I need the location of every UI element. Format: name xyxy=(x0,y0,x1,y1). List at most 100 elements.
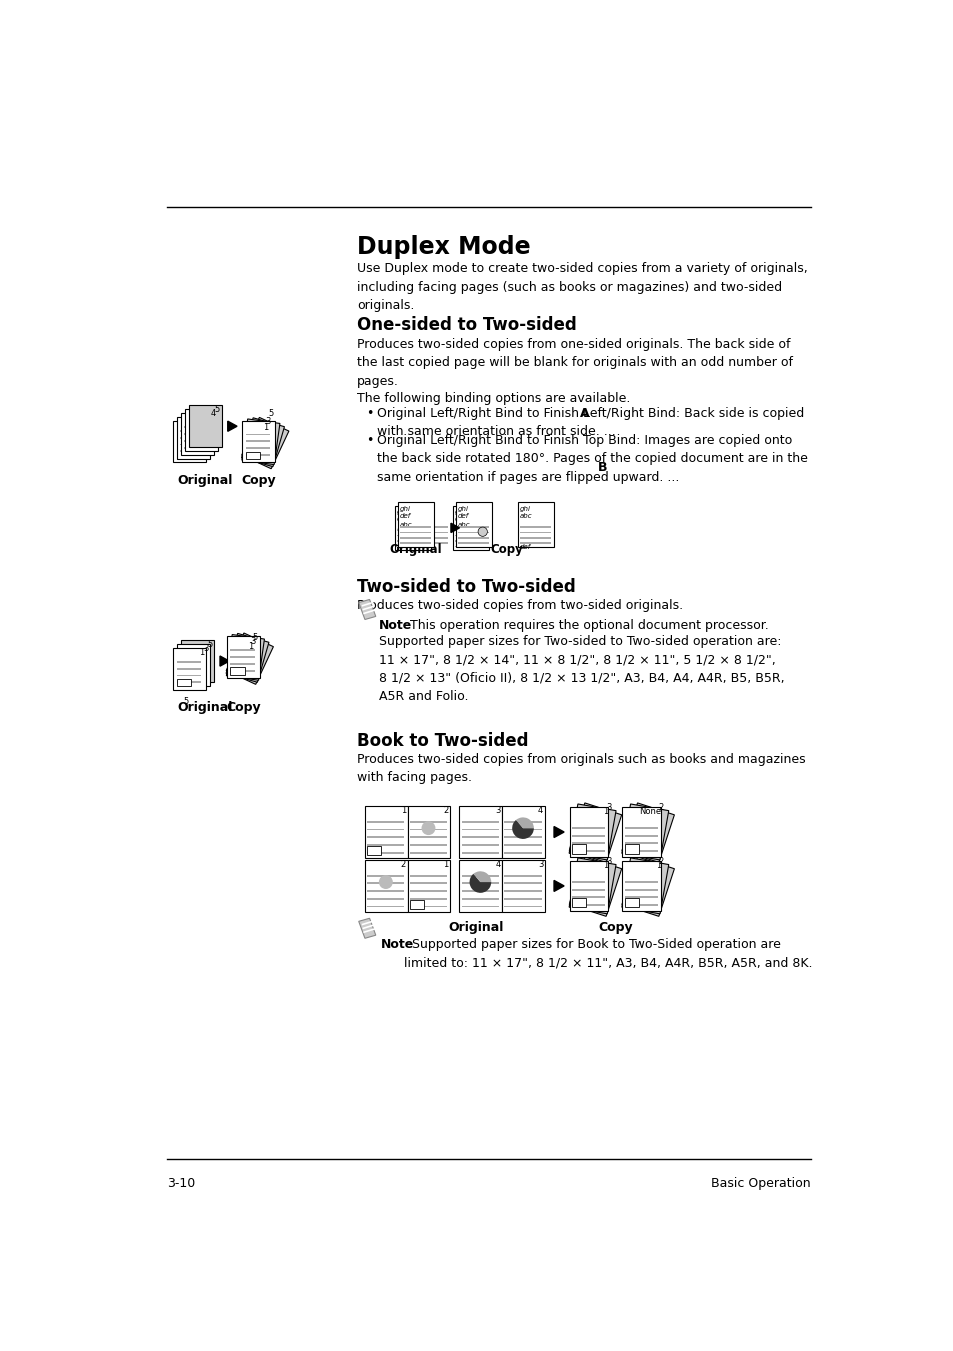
Bar xyxy=(230,648,254,651)
Text: 1: 1 xyxy=(602,808,608,816)
Polygon shape xyxy=(220,657,229,666)
Bar xyxy=(180,657,205,659)
Bar xyxy=(571,850,604,852)
Bar xyxy=(456,503,492,547)
Bar xyxy=(571,835,604,836)
Bar xyxy=(624,844,638,854)
Bar xyxy=(184,432,209,435)
Bar xyxy=(571,889,604,890)
Bar xyxy=(461,874,498,877)
Text: 5: 5 xyxy=(253,632,257,642)
Text: The following binding options are available.: The following binding options are availa… xyxy=(356,392,630,404)
Text: 2: 2 xyxy=(203,417,208,426)
Text: abc: abc xyxy=(399,523,412,528)
Bar xyxy=(176,674,201,677)
Bar xyxy=(410,851,447,854)
Bar xyxy=(230,663,254,665)
Bar xyxy=(461,821,498,823)
Wedge shape xyxy=(516,817,534,828)
Bar xyxy=(395,505,431,550)
Text: 2: 2 xyxy=(443,805,448,815)
Bar xyxy=(571,904,604,907)
Bar xyxy=(176,667,201,670)
Bar xyxy=(185,409,217,451)
Bar xyxy=(180,663,205,666)
Text: abc: abc xyxy=(455,526,467,531)
Bar xyxy=(504,844,541,846)
Bar xyxy=(461,851,498,854)
Text: 1: 1 xyxy=(263,423,269,432)
Bar xyxy=(365,859,407,912)
Bar xyxy=(180,670,205,673)
Bar xyxy=(410,874,447,877)
Bar xyxy=(621,802,674,862)
Bar xyxy=(504,836,541,838)
Bar xyxy=(367,828,404,831)
Bar xyxy=(177,644,210,686)
Bar xyxy=(624,843,658,844)
Text: abc: abc xyxy=(457,523,470,528)
Text: 5: 5 xyxy=(184,697,189,707)
Bar xyxy=(226,634,274,685)
Text: Produces two-sided copies from originals such as books and magazines
with facing: Produces two-sided copies from originals… xyxy=(356,753,805,784)
Text: B: B xyxy=(598,461,607,474)
Bar xyxy=(242,419,279,465)
Bar xyxy=(621,857,674,916)
Bar xyxy=(227,636,259,678)
Text: 4: 4 xyxy=(537,805,542,815)
Text: 4: 4 xyxy=(211,409,216,419)
Bar xyxy=(180,450,205,453)
Text: Supported paper sizes for Two-sided to Two-sided operation are:
11 × 17", 8 1/2 : Supported paper sizes for Two-sided to T… xyxy=(378,635,783,704)
Bar xyxy=(461,828,498,831)
Text: 3: 3 xyxy=(207,413,212,422)
Text: Original: Original xyxy=(448,920,503,934)
Text: def: def xyxy=(399,513,411,519)
Bar xyxy=(519,538,550,539)
Bar xyxy=(399,527,431,528)
Text: 2: 2 xyxy=(659,857,663,866)
Bar xyxy=(410,844,447,846)
Wedge shape xyxy=(203,422,216,428)
Bar xyxy=(397,503,434,547)
Bar xyxy=(407,859,450,912)
Bar xyxy=(571,881,604,882)
Polygon shape xyxy=(228,422,236,431)
Bar xyxy=(624,850,658,852)
Text: 3: 3 xyxy=(203,644,208,653)
Text: •: • xyxy=(366,434,374,447)
Text: ghi: ghi xyxy=(396,508,407,515)
Bar xyxy=(504,905,541,908)
Bar xyxy=(245,434,270,435)
Bar xyxy=(176,447,201,450)
Bar xyxy=(504,821,541,823)
Text: Book to Two-sided: Book to Two-sided xyxy=(356,732,528,750)
Bar xyxy=(504,828,541,831)
Bar xyxy=(184,439,209,442)
Bar xyxy=(245,447,270,450)
Bar xyxy=(461,882,498,885)
Text: 3: 3 xyxy=(537,859,542,869)
Bar xyxy=(176,451,192,459)
Bar xyxy=(504,874,541,877)
Text: Original: Original xyxy=(177,474,233,486)
Bar xyxy=(569,861,608,911)
Bar xyxy=(184,426,209,428)
Text: Copy: Copy xyxy=(490,543,522,557)
Text: 2: 2 xyxy=(400,859,406,869)
Text: 1: 1 xyxy=(655,862,660,870)
Text: Original Left/Right Bind to Finish Left/Right Bind: Back side is copied
with sam: Original Left/Right Bind to Finish Left/… xyxy=(376,407,803,439)
Bar xyxy=(367,874,404,877)
Bar xyxy=(621,861,660,911)
Bar xyxy=(435,527,447,528)
Bar xyxy=(230,667,245,676)
Bar xyxy=(176,661,201,662)
Text: 1: 1 xyxy=(400,805,406,815)
Bar xyxy=(367,905,404,908)
Text: A: A xyxy=(579,407,589,420)
Bar xyxy=(461,898,498,900)
Bar xyxy=(180,443,205,446)
Polygon shape xyxy=(554,881,563,892)
Bar xyxy=(569,804,616,861)
Bar xyxy=(226,635,264,680)
Bar xyxy=(504,882,541,885)
